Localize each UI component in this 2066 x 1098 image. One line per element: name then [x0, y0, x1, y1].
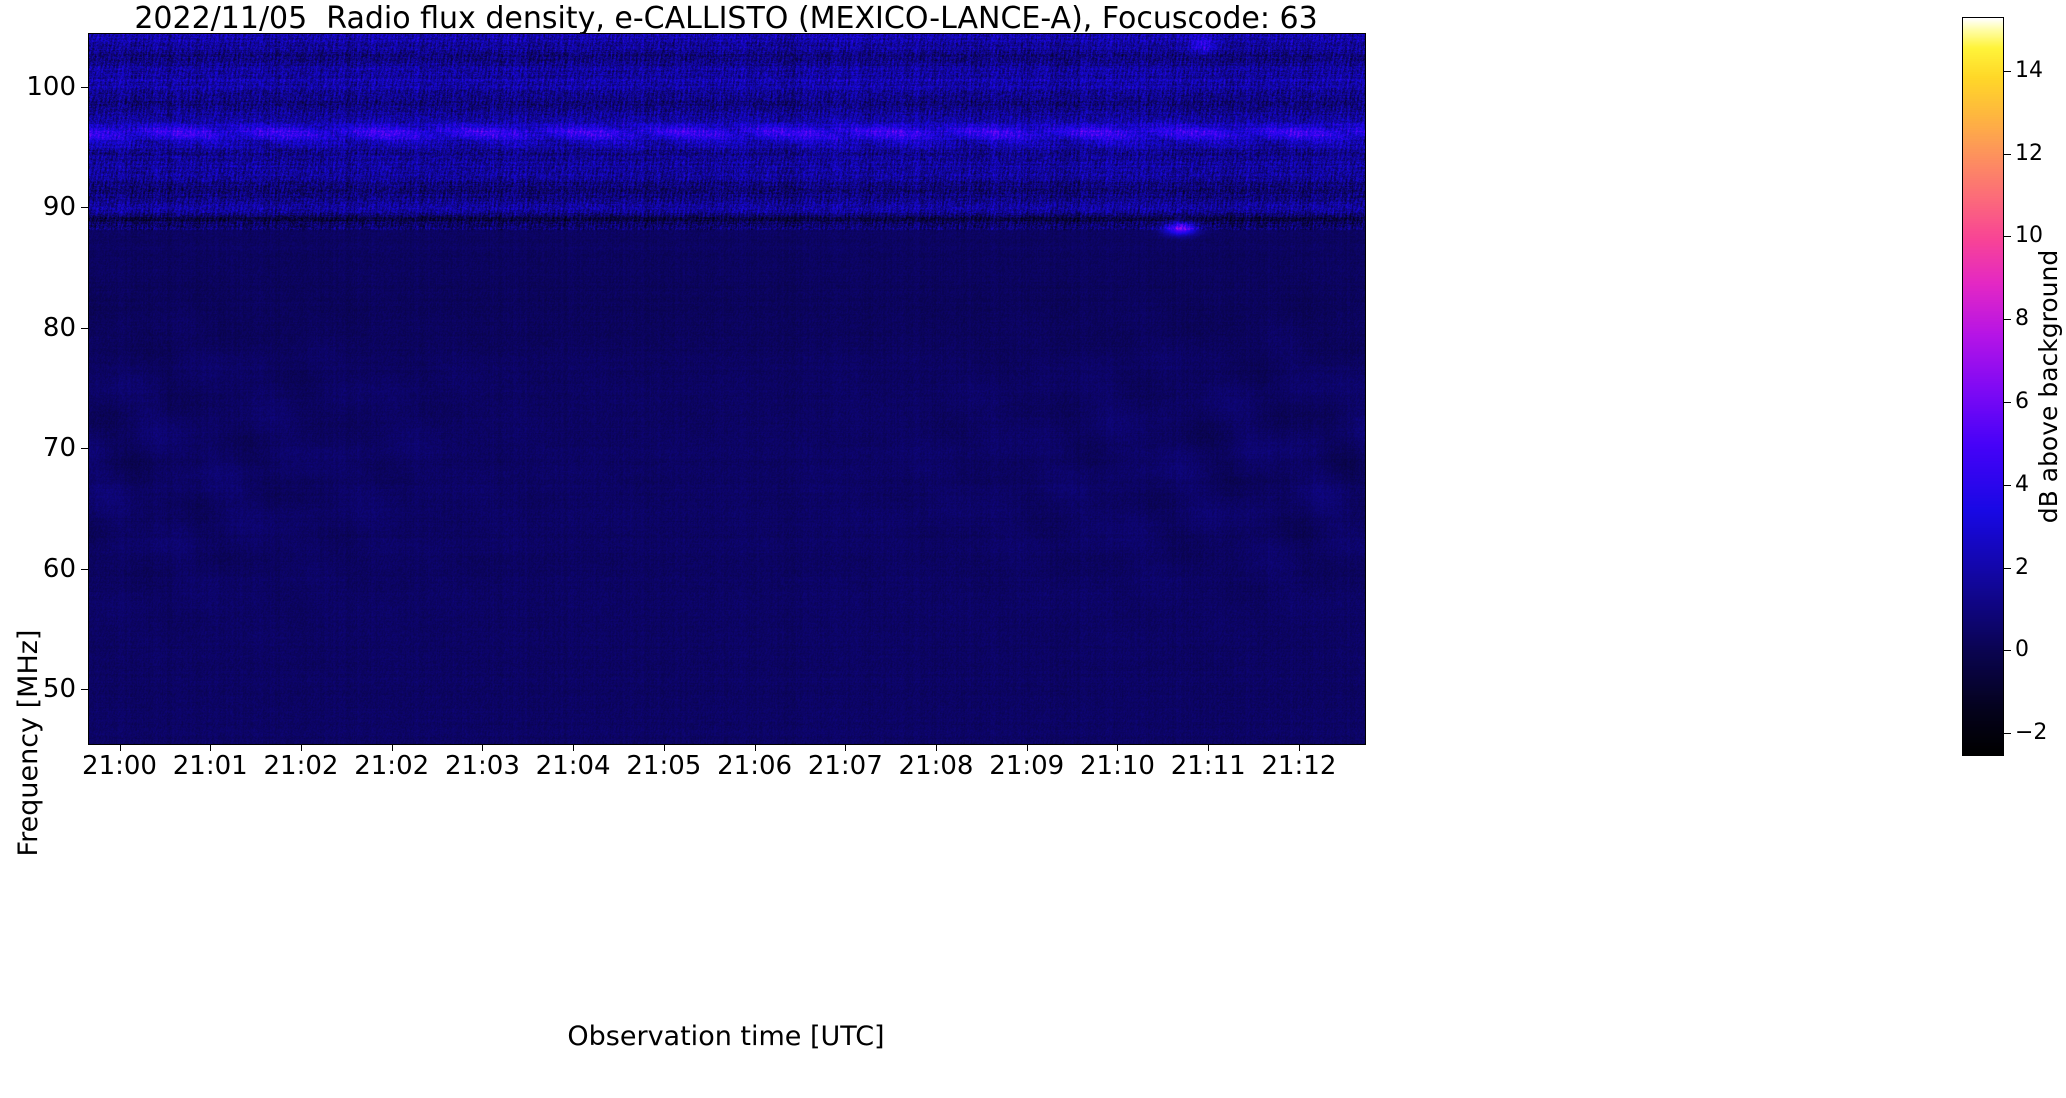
colorbar-tick-label: 12 — [2015, 140, 2043, 166]
x-axis-tick-label: 21:05 — [626, 751, 702, 781]
x-axis-tick-mark — [120, 744, 121, 751]
colorbar-label: dB above background — [2034, 249, 2063, 524]
y-axis-label: Frequency [MHz] — [13, 629, 44, 857]
figure-title: 2022/11/05 Radio flux density, e-CALLIST… — [134, 1, 1318, 36]
x-axis-tick-label: 21:03 — [444, 751, 520, 781]
colorbar-tick-label: 8 — [2015, 306, 2029, 332]
x-axis-tick-mark — [301, 744, 302, 751]
x-axis-tick-label: 21:02 — [354, 751, 430, 781]
x-axis-tick-label: 21:12 — [1261, 751, 1337, 781]
x-axis-tick-label: 21:02 — [263, 751, 339, 781]
y-axis-tick-mark — [81, 328, 88, 329]
x-axis-tick-label: 21:04 — [535, 751, 611, 781]
colorbar-tick-label: 14 — [2015, 57, 2043, 83]
x-axis-tick-label: 21:00 — [82, 751, 157, 781]
x-axis-tick-label: 21:09 — [989, 751, 1065, 781]
x-axis-tick-mark — [392, 744, 393, 751]
x-axis-label: Observation time [UTC] — [567, 1021, 885, 1052]
y-axis-tick-label: 90 — [42, 192, 76, 223]
y-axis-tick-mark — [81, 448, 88, 449]
x-axis-tick-mark — [573, 744, 574, 751]
y-axis-tick-mark — [81, 569, 88, 570]
x-axis-tick-mark — [482, 744, 483, 751]
y-axis-tick-label: 70 — [42, 433, 76, 464]
y-axis-tick-label: 80 — [42, 312, 76, 343]
spectrogram-axes[interactable] — [88, 33, 1366, 745]
colorbar-tick-label: −2 — [2015, 720, 2048, 746]
x-axis-tick-label: 21:07 — [807, 751, 883, 781]
y-axis-tick-mark — [81, 87, 88, 88]
colorbar-tick-mark — [2004, 485, 2011, 486]
colorbar-axes[interactable] — [1962, 17, 2004, 756]
x-axis-tick-mark — [845, 744, 846, 751]
colorbar-tick-mark — [2004, 319, 2011, 320]
x-axis-tick-label: 21:06 — [717, 751, 793, 781]
colorbar-tick-label: 2 — [2015, 554, 2029, 580]
x-axis-tick-mark — [664, 744, 665, 751]
colorbar-tick-mark — [2004, 71, 2011, 72]
colorbar-tick-mark — [2004, 650, 2011, 651]
x-axis-tick-label: 21:01 — [172, 751, 248, 781]
y-axis-tick-label: 60 — [42, 553, 76, 584]
x-axis-tick-label: 21:10 — [1080, 751, 1155, 781]
colorbar-tick-mark — [2004, 402, 2011, 403]
y-axis-tick-mark — [81, 689, 88, 690]
colorbar-tick-mark — [2004, 154, 2011, 155]
y-axis-tick-label: 100 — [26, 72, 76, 103]
x-axis-tick-label: 21:08 — [898, 751, 974, 781]
spectrogram-image[interactable] — [89, 34, 1365, 744]
spectrogram-figure: 2022/11/05 Radio flux density, e-CALLIST… — [13, 1, 2063, 1052]
x-axis-tick-mark — [210, 744, 211, 751]
y-axis-tick-mark — [81, 207, 88, 208]
y-axis-tick-label: 50 — [42, 673, 76, 704]
colorbar-tick-label: 10 — [2015, 223, 2043, 249]
colorbar-tick-mark — [2004, 733, 2011, 734]
colorbar-tick-mark — [2004, 236, 2011, 237]
x-axis-tick-mark — [1208, 744, 1209, 751]
colorbar-tick-label: 4 — [2015, 471, 2029, 497]
x-axis-tick-mark — [1117, 744, 1118, 751]
x-axis-tick-label: 21:11 — [1170, 751, 1246, 781]
x-axis-tick-mark — [1027, 744, 1028, 751]
x-axis-tick-mark — [755, 744, 756, 751]
x-axis-tick-mark — [1299, 744, 1300, 751]
x-axis-tick-mark — [936, 744, 937, 751]
colorbar-gradient — [1963, 18, 2003, 755]
colorbar-tick-mark — [2004, 568, 2011, 569]
colorbar-tick-label: 6 — [2015, 389, 2029, 415]
colorbar-tick-label: 0 — [2015, 637, 2029, 663]
